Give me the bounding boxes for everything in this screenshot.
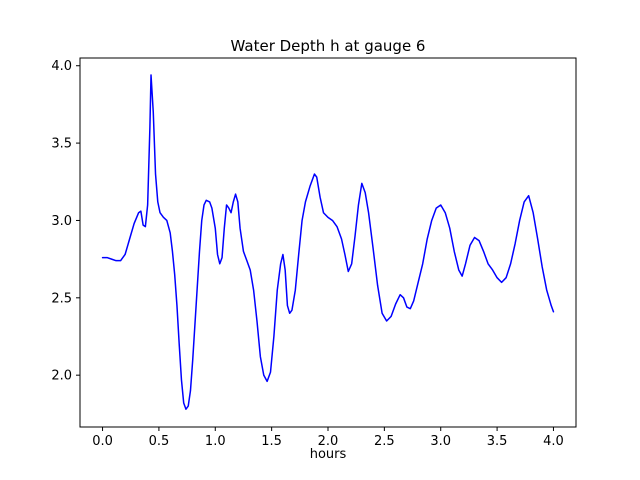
x-tick-label: 0.0 [92, 434, 113, 449]
y-tick-label: 3.5 [51, 137, 72, 152]
y-tick-label: 2.5 [51, 291, 72, 306]
data-line-water-depth-h [101, 74, 555, 410]
y-tick-label: 4.0 [51, 59, 72, 74]
x-tick-label: 4.0 [543, 434, 564, 449]
x-axis-label: hours [309, 447, 347, 462]
plot-border [79, 57, 577, 428]
x-tick-label: 1.0 [205, 434, 226, 449]
x-tick-label: 3.5 [487, 434, 508, 449]
x-tick-label: 0.5 [149, 434, 170, 449]
x-tick-label: 1.5 [261, 434, 282, 449]
x-tick-label: 2.0 [318, 434, 339, 449]
x-tick-label: 2.5 [374, 434, 395, 449]
x-tick-label: 3.0 [430, 434, 451, 449]
y-tick-label: 3.0 [51, 214, 72, 229]
y-tick-label: 2.0 [51, 369, 72, 384]
chart-title: Water Depth h at gauge 6 [230, 37, 426, 55]
